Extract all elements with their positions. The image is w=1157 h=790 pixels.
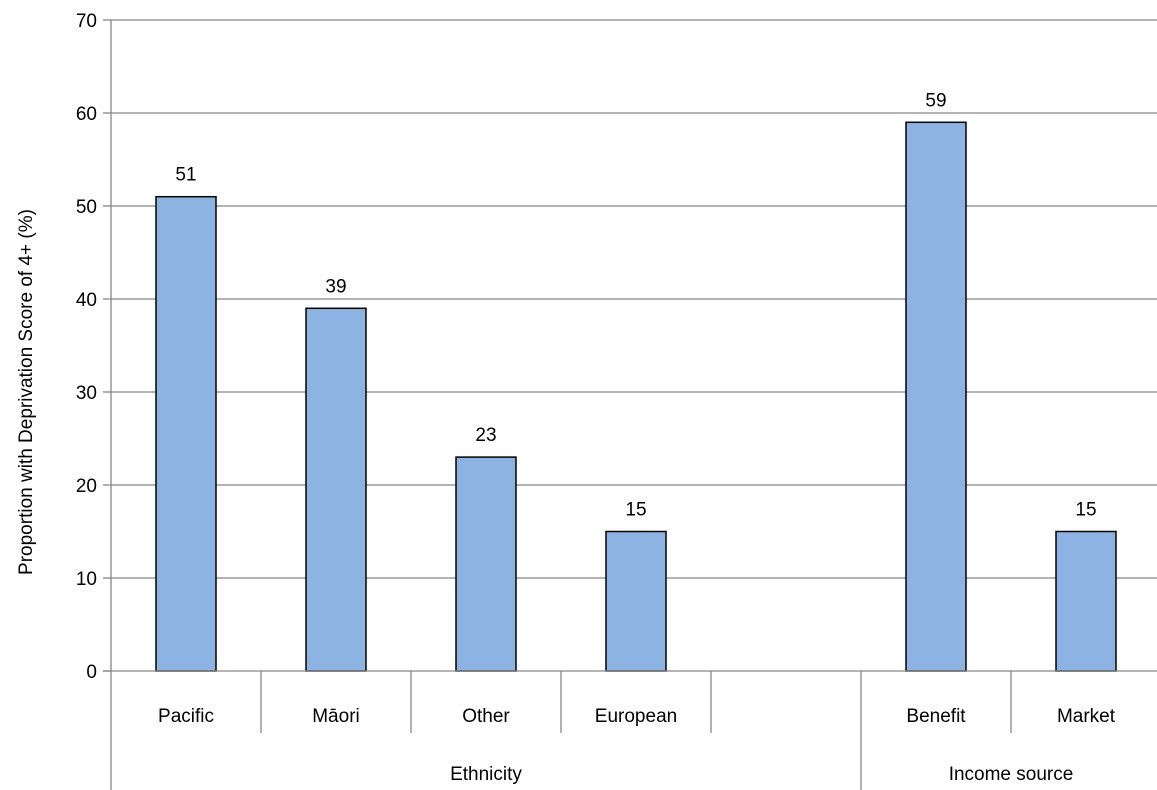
category-label: Māori <box>312 706 360 727</box>
bar <box>905 121 967 672</box>
y-tick-label: 40 <box>76 290 97 311</box>
group-label: Income source <box>949 764 1074 785</box>
bar <box>155 195 217 672</box>
group-label: Ethnicity <box>450 764 522 785</box>
category-label: Market <box>1057 706 1116 727</box>
labels: 0 10 20 30 40 50 60 70 51 Pacific 39 Māori 23 Other 15… <box>76 11 1116 785</box>
category-label: Benefit <box>906 706 966 727</box>
data-label: 59 <box>925 90 946 111</box>
data-label: 39 <box>325 276 346 297</box>
y-tick-label: 50 <box>76 197 97 218</box>
category-label: Pacific <box>158 706 214 727</box>
data-label: 51 <box>175 165 196 186</box>
y-tick-label: 20 <box>76 476 97 497</box>
y-axis-title: Proportion with Deprivation Score of 4+ … <box>16 209 37 575</box>
y-tick-label: 70 <box>76 11 97 32</box>
axes <box>103 19 1157 790</box>
bars <box>155 121 1117 672</box>
bar <box>1055 530 1117 672</box>
y-tick-label: 10 <box>76 569 97 590</box>
category-label: European <box>595 706 677 727</box>
bar <box>305 307 367 672</box>
data-label: 23 <box>475 425 496 446</box>
y-tick-label: 60 <box>76 104 97 125</box>
y-tick-label: 30 <box>76 383 97 404</box>
category-label: Other <box>462 706 510 727</box>
data-label: 15 <box>1075 500 1096 521</box>
y-tick-label: 0 <box>86 662 97 683</box>
bar <box>455 456 517 672</box>
data-label: 15 <box>625 500 646 521</box>
bar <box>605 530 667 672</box>
gridlines <box>111 19 1157 579</box>
